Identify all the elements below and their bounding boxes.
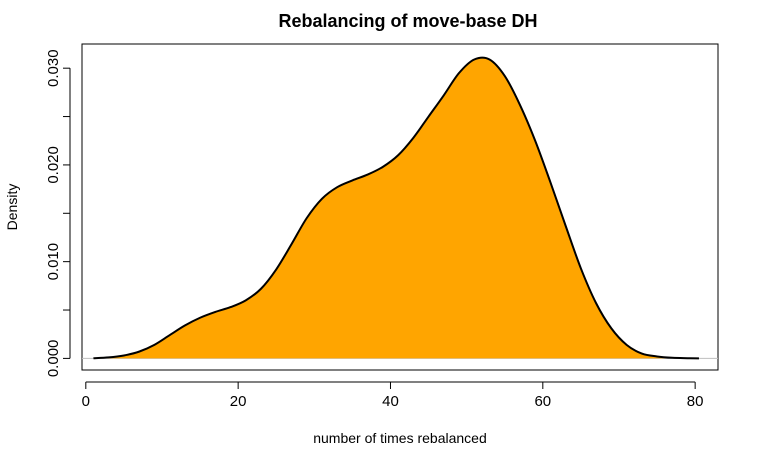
density-line <box>93 56 699 360</box>
chart-title: Rebalancing of move-base DH <box>278 11 537 31</box>
y-axis: 0.000 0.010 0.020 0.030 <box>45 49 71 378</box>
y-tick-label: 0.010 <box>45 243 62 281</box>
density-area <box>93 57 699 359</box>
x-tick-label: 20 <box>230 393 247 410</box>
y-tick-label: 0.020 <box>45 146 62 184</box>
x-tick-label: 40 <box>382 393 399 410</box>
x-axis: 0 20 40 60 80 <box>82 381 704 410</box>
x-tick-label: 80 <box>687 393 704 410</box>
x-tick-label: 60 <box>534 393 551 410</box>
y-tick-label: 0.030 <box>45 49 62 87</box>
x-tick-label: 0 <box>82 393 90 410</box>
y-axis-label: Density <box>4 184 20 231</box>
plot-frame <box>81 43 719 371</box>
x-axis-label: number of times rebalanced <box>313 430 487 446</box>
y-tick-label: 0.000 <box>45 340 62 378</box>
